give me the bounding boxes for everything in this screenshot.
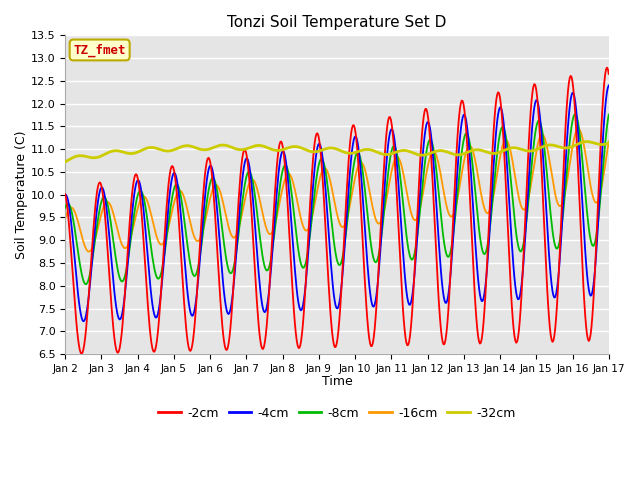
X-axis label: Time: Time — [322, 375, 353, 388]
Title: Tonzi Soil Temperature Set D: Tonzi Soil Temperature Set D — [227, 15, 447, 30]
Text: TZ_fmet: TZ_fmet — [74, 43, 126, 57]
Y-axis label: Soil Temperature (C): Soil Temperature (C) — [15, 131, 28, 259]
Legend: -2cm, -4cm, -8cm, -16cm, -32cm: -2cm, -4cm, -8cm, -16cm, -32cm — [154, 402, 520, 425]
